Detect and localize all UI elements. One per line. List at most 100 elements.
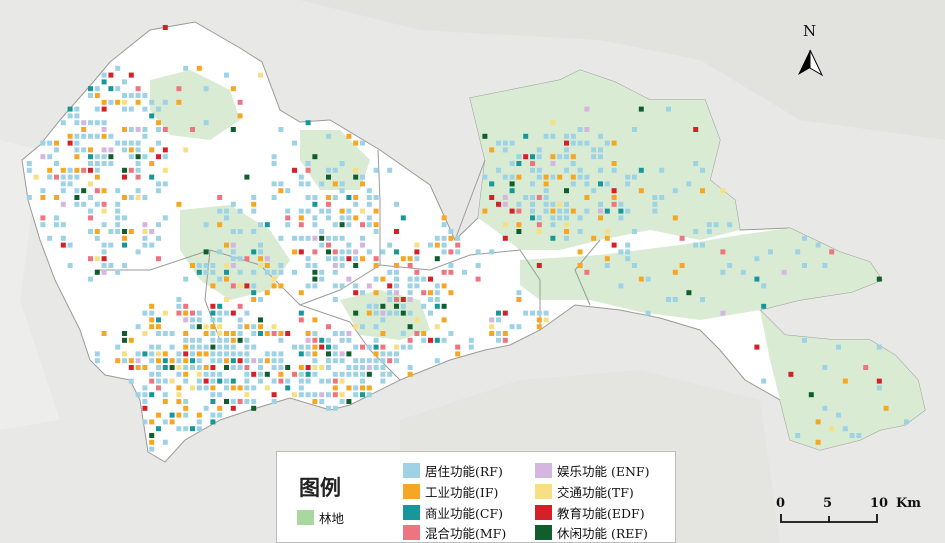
grid-cell xyxy=(570,174,576,180)
grid-cell xyxy=(203,331,209,336)
grid-cell xyxy=(230,127,236,132)
grid-cell xyxy=(94,256,100,262)
grid-cell xyxy=(135,127,141,132)
grid-cell xyxy=(659,195,665,200)
grid-cell xyxy=(94,120,100,126)
grid-cell xyxy=(264,385,270,391)
grid-cell xyxy=(598,154,603,160)
grid-cell xyxy=(278,378,284,384)
grid-cell xyxy=(217,378,223,384)
grid-cell xyxy=(224,72,229,78)
grid-cell xyxy=(176,201,182,207)
grid-cell xyxy=(217,310,223,316)
grid-cell xyxy=(156,127,161,132)
grid-cell xyxy=(60,167,66,173)
grid-cell xyxy=(319,269,325,275)
grid-cell xyxy=(380,331,386,336)
grid-cell xyxy=(60,222,66,228)
grid-cell xyxy=(407,337,413,343)
grid-cell xyxy=(122,174,127,180)
grid-cell xyxy=(414,256,420,262)
grid-cell xyxy=(74,167,80,173)
grid-cell xyxy=(176,426,182,432)
grid-cell xyxy=(135,358,141,364)
grid-cell xyxy=(183,351,189,357)
grid-cell xyxy=(101,127,107,132)
grid-cell xyxy=(876,385,882,391)
grid-cell xyxy=(115,65,121,71)
grid-cell xyxy=(516,222,522,228)
grid-cell xyxy=(666,297,671,302)
grid-cell xyxy=(428,276,433,282)
grid-cell xyxy=(550,222,556,228)
grid-cell xyxy=(115,99,121,105)
grid-cell xyxy=(536,174,542,180)
grid-cell xyxy=(237,399,243,404)
grid-cell xyxy=(407,290,413,296)
grid-cell xyxy=(101,120,107,126)
grid-cell xyxy=(169,365,175,370)
grid-cell xyxy=(754,344,760,350)
grid-cell xyxy=(217,331,223,336)
grid-cell xyxy=(149,419,155,425)
grid-cell xyxy=(271,351,277,357)
grid-cell xyxy=(530,310,535,316)
grid-cell xyxy=(196,269,202,275)
grid-cell xyxy=(482,133,488,139)
grid-cell xyxy=(360,140,365,146)
grid-cell xyxy=(258,331,263,336)
grid-cell xyxy=(373,222,379,228)
grid-cell xyxy=(142,133,148,139)
grid-cell xyxy=(400,215,406,221)
grid-cell xyxy=(754,256,760,262)
grid-cell xyxy=(217,344,223,350)
grid-cell xyxy=(584,106,590,112)
grid-cell xyxy=(360,371,365,377)
grid-cell xyxy=(135,161,141,166)
grid-cell xyxy=(74,147,80,153)
grid-cell xyxy=(339,215,345,221)
grid-cell xyxy=(67,106,73,112)
grid-cell xyxy=(516,208,522,214)
grid-cell xyxy=(26,195,32,200)
grid-cell xyxy=(94,174,100,180)
grid-cell xyxy=(319,399,325,404)
grid-cell xyxy=(54,174,59,180)
grid-cell xyxy=(434,303,440,309)
grid-cell xyxy=(672,215,678,221)
grid-cell xyxy=(373,263,379,268)
grid-cell xyxy=(441,317,447,323)
grid-cell xyxy=(237,317,243,323)
grid-cell xyxy=(210,344,216,350)
grid-cell xyxy=(217,317,223,323)
scale-tick-0: 0 xyxy=(776,496,786,511)
grid-cell xyxy=(305,256,311,262)
grid-cell xyxy=(754,276,760,282)
grid-cell xyxy=(305,195,311,200)
grid-cell xyxy=(224,399,229,404)
grid-cell xyxy=(115,222,121,228)
grid-cell xyxy=(740,269,746,275)
grid-cell xyxy=(292,235,297,241)
grid-cell xyxy=(292,140,297,146)
grid-cell xyxy=(611,201,617,207)
grid-cell xyxy=(455,351,461,357)
grid-cell xyxy=(700,297,705,302)
grid-cell xyxy=(652,201,658,207)
grid-cell xyxy=(312,201,318,207)
grid-cell xyxy=(414,276,420,282)
grid-cell xyxy=(305,208,311,214)
grid-cell xyxy=(441,242,447,248)
grid-cell xyxy=(305,365,311,370)
grid-cell xyxy=(346,385,352,391)
grid-cell xyxy=(414,249,420,255)
grid-cell xyxy=(244,358,250,364)
grid-cell xyxy=(781,269,787,275)
grid-cell xyxy=(264,263,270,268)
grid-cell xyxy=(135,86,141,92)
grid-cell xyxy=(366,344,372,350)
grid-cell xyxy=(149,446,155,452)
grid-cell xyxy=(101,161,107,166)
grid-cell xyxy=(237,283,243,289)
